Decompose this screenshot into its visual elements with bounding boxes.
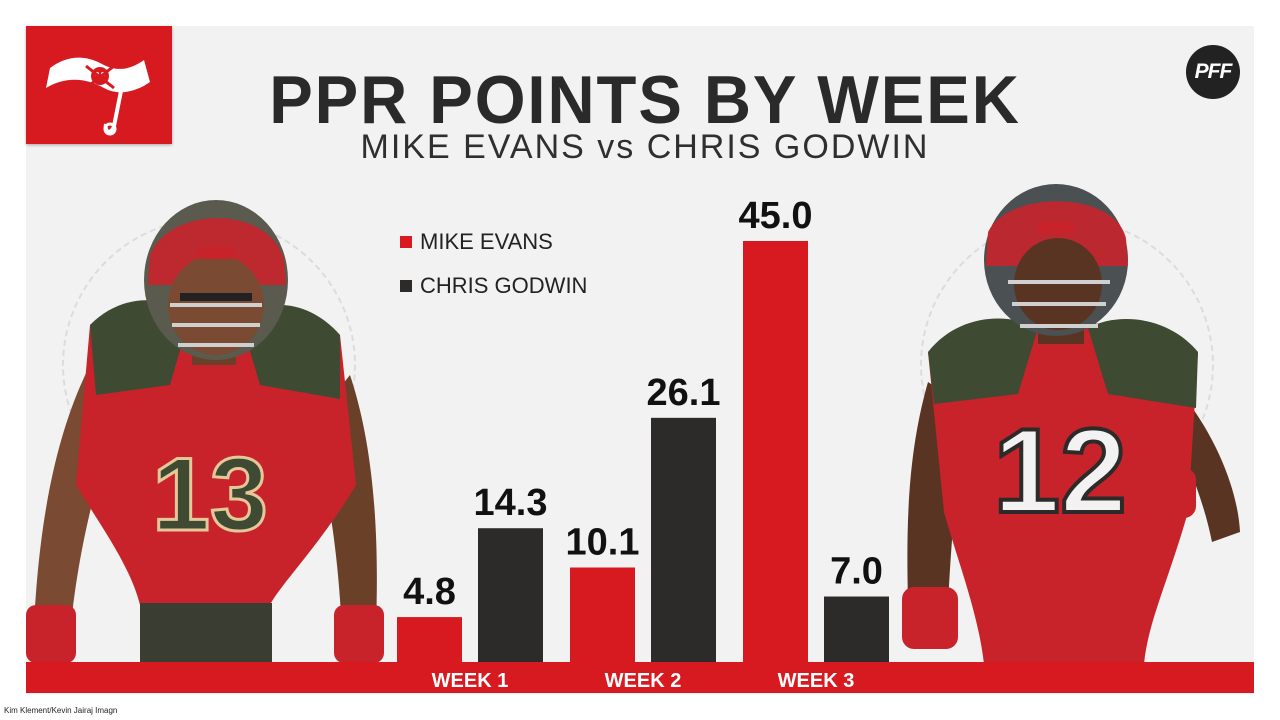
- team-logo: [26, 26, 172, 144]
- player-photo-mike-evans: 13: [20, 185, 400, 665]
- bar-mike-evans-week-1: [397, 617, 462, 662]
- legend-swatch-chris-godwin: [400, 280, 412, 292]
- chart-subtitle: MIKE EVANS vs CHRIS GODWIN: [360, 128, 930, 166]
- bar-mike-evans-week-2: [570, 567, 635, 662]
- bar-mike-evans-week-3: [743, 241, 808, 662]
- player-photo-chris-godwin: 12: [888, 182, 1258, 664]
- legend-label-mike-evans: MIKE EVANS: [420, 229, 553, 254]
- x-tick-label-week-3: WEEK 3: [778, 670, 855, 692]
- bar-chris-godwin-week-2: [651, 417, 716, 662]
- data-label-chris-godwin-week-2: 26.1: [647, 372, 721, 414]
- bar-chris-godwin-week-1: [478, 528, 543, 662]
- data-label-mike-evans-week-3: 45.0: [739, 195, 813, 237]
- legend-swatch-mike-evans: [400, 236, 412, 248]
- legend: MIKE EVANS CHRIS GODWIN: [400, 220, 587, 308]
- bar-chris-godwin-week-3: [824, 596, 889, 662]
- jersey-number-13: 13: [152, 437, 268, 553]
- data-label-mike-evans-week-2: 10.1: [566, 522, 640, 564]
- legend-item-mike-evans: MIKE EVANS: [400, 220, 587, 264]
- legend-label-chris-godwin: CHRIS GODWIN: [420, 273, 588, 298]
- photo-credit: Kim Klement/Kevin Jairaj Imagn: [4, 706, 118, 715]
- jersey-number-12: 12: [993, 404, 1126, 538]
- data-label-chris-godwin-week-1: 14.3: [474, 482, 548, 524]
- chart-baseline: [26, 662, 1254, 693]
- flag-icon: [46, 57, 150, 136]
- data-label-chris-godwin-week-3: 7.0: [830, 551, 883, 593]
- x-tick-label-week-1: WEEK 1: [432, 670, 509, 692]
- pff-logo: PFF: [1186, 45, 1240, 99]
- chart-title: PPR POINTS BY WEEK: [269, 62, 1021, 138]
- data-label-mike-evans-week-1: 4.8: [403, 571, 456, 613]
- legend-item-chris-godwin: CHRIS GODWIN: [400, 264, 587, 308]
- x-tick-label-week-2: WEEK 2: [605, 670, 682, 692]
